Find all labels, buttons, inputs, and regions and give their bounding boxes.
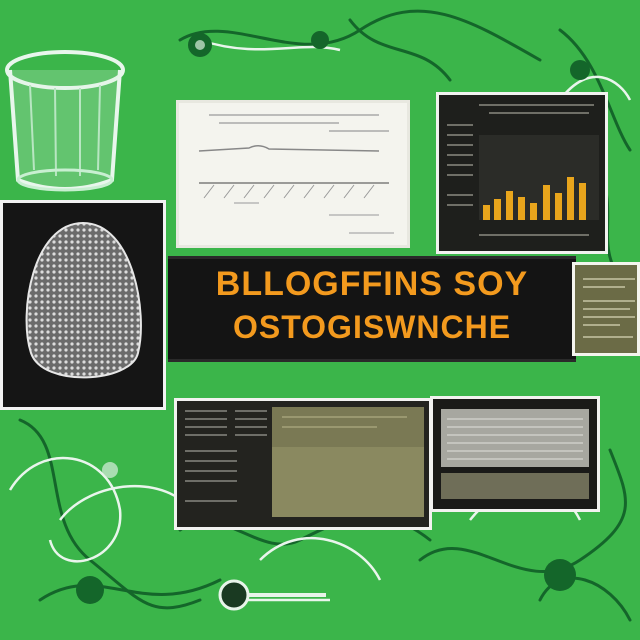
seed-pod-icon [25,221,142,379]
text-document-panel [572,262,640,356]
line-chart-panel [176,100,410,248]
title-banner: BLLOGFFINS SOY OSTOGISWNCHE [168,256,576,362]
glass-jar-icon [5,50,125,192]
title-line-2: OSTOGISWNCHE [232,309,512,345]
seed-pod-image-panel [0,200,166,410]
data-table-panel [174,398,432,530]
title-line-1: BLLOGFFINS SOY [215,265,529,303]
magnifier-icon [218,579,326,611]
bar-chart-panel [436,92,608,254]
monitor-panel [430,396,600,512]
